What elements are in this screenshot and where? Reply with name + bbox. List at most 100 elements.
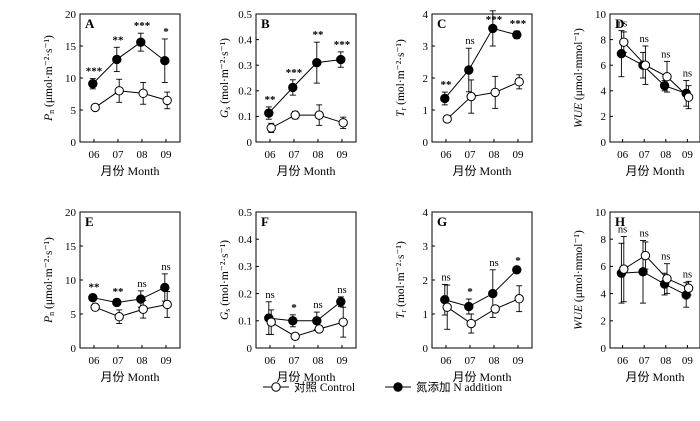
x-tick-label: 07 (639, 355, 651, 367)
y-tick-label: 3 (423, 41, 429, 53)
series-line-control (270, 114, 344, 129)
y-tick-label: 4 (423, 207, 429, 219)
panel-A: 0 5 10 15 20 06 07 08 09 A Pn (μmol·m⁻²·s⁻¹) 月份 Mon… (43, 9, 181, 178)
x-tick-label: 07 (113, 355, 125, 367)
y-axis-label-subscript: n (47, 312, 56, 316)
panel-letter: H (615, 214, 625, 229)
x-tick-label: 06 (265, 355, 277, 367)
series-line-n-addition (268, 59, 341, 114)
y-tick-label: 10 (595, 207, 607, 219)
legend-control-marker (271, 382, 281, 392)
data-point-n-addition (136, 37, 146, 47)
data-point-n-addition (112, 297, 122, 308)
data-point-control (114, 312, 124, 322)
legend-control-label: 对照 Control (294, 380, 355, 394)
data-point-n-addition (160, 56, 170, 66)
y-axis-label: Tr (mol·m⁻²·s⁻¹) (395, 241, 408, 319)
y-axis-label: Gs (mol·m⁻²·s⁻¹) (219, 38, 232, 118)
x-tick-label: 08 (489, 355, 501, 367)
series-line-n-addition (621, 53, 687, 94)
data-point-control (514, 77, 524, 87)
series-line-control (623, 41, 689, 98)
data-point-control (314, 324, 324, 334)
data-point-n-addition (160, 282, 170, 293)
y-axis-label: Gs (mol·m⁻²·s⁻¹) (219, 240, 232, 320)
legend: 对照 Control 氮添加 N addition (263, 380, 502, 394)
y-tick-label: 0.4 (238, 234, 252, 246)
data-point-n-addition (488, 288, 498, 299)
panel-letter: C (437, 16, 446, 31)
significance-label: ns (640, 34, 649, 45)
y-tick-label: 0.1 (238, 316, 252, 328)
y-tick-label: 0.2 (238, 288, 252, 300)
data-point-control (290, 331, 300, 342)
y-tick-label: 0 (71, 343, 77, 355)
legend-n-marker (393, 382, 403, 392)
significance-label: *** (86, 66, 103, 78)
y-tick-label: 20 (65, 9, 77, 21)
plot-frame (609, 13, 700, 143)
data-point-n-addition (88, 292, 98, 303)
data-point-n-addition (616, 48, 627, 59)
y-axis-label-unit: (μmol·m⁻²·s⁻¹) (43, 35, 55, 110)
significance-label: ** (313, 29, 325, 41)
x-tick-label: 06 (89, 149, 101, 161)
y-tick-label: 2 (423, 275, 429, 287)
significance-label: * (467, 286, 473, 298)
y-tick-label: 15 (65, 41, 77, 53)
series-line-control (270, 321, 344, 337)
series-line-n-addition (444, 269, 518, 308)
data-point-n-addition (136, 294, 146, 304)
x-tick-label: 09 (337, 149, 349, 161)
x-tick-label: 08 (660, 355, 672, 367)
significance-label: ** (89, 281, 101, 293)
y-axis-label: Pn (μmol·m⁻²·s⁻¹) (43, 237, 56, 324)
series-line-n-addition (92, 41, 166, 85)
panel-D: 0 2 4 6 8 10 06 07 08 09 D WUE (μmol·mmol⁻¹) 月份 Mont… (573, 9, 700, 178)
y-tick-label: 15 (65, 241, 77, 253)
series-line-control (94, 90, 168, 108)
significance-label: ns (489, 258, 498, 269)
y-tick-label: 4 (601, 86, 607, 98)
data-point-n-addition (288, 316, 298, 326)
x-tick-label: 08 (313, 149, 325, 161)
y-axis-label-unit: (μmol·m⁻²·s⁻¹) (43, 237, 55, 312)
significance-label: ns (161, 262, 170, 273)
data-point-n-addition (512, 265, 522, 275)
data-point-control (114, 86, 124, 96)
significance-label: *** (134, 20, 151, 32)
y-axis-label-subscript: n (47, 110, 56, 114)
y-tick-label: 0.5 (238, 207, 252, 219)
y-tick-label: 0 (423, 343, 429, 355)
y-axis-label-unit: (μmol·mmol⁻¹) (573, 28, 585, 103)
data-point-control (90, 102, 100, 113)
significance-label: * (163, 26, 169, 38)
y-tick-label: 0.2 (238, 86, 252, 98)
y-axis-label: Pn (μmol·m⁻²·s⁻¹) (43, 35, 56, 122)
panel-letter: E (85, 214, 94, 229)
y-tick-label: 0 (423, 137, 429, 149)
data-point-n-addition (488, 23, 498, 34)
y-tick-label: 8 (601, 234, 607, 246)
significance-label: * (291, 302, 297, 314)
data-point-control (266, 123, 276, 133)
data-point-n-addition (312, 316, 322, 326)
y-tick-label: 0.1 (238, 111, 252, 123)
x-tick-label: 08 (660, 149, 672, 161)
data-point-control (619, 37, 629, 47)
y-tick-label: 20 (65, 207, 77, 219)
series-line-control (623, 254, 689, 289)
significance-label: ns (337, 285, 346, 296)
data-point-n-addition (638, 267, 648, 277)
significance-label: ns (441, 272, 450, 283)
x-tick-label: 09 (161, 149, 173, 161)
data-point-control (138, 88, 148, 99)
y-tick-label: 8 (601, 34, 607, 46)
x-tick-label: 08 (137, 149, 149, 161)
data-point-n-addition (312, 57, 322, 68)
significance-label: ns (618, 224, 627, 235)
data-point-n-addition (512, 30, 522, 40)
x-axis-label: 月份 Month (452, 164, 511, 178)
y-tick-label: 0 (601, 343, 607, 355)
significance-label: ns (313, 300, 322, 311)
